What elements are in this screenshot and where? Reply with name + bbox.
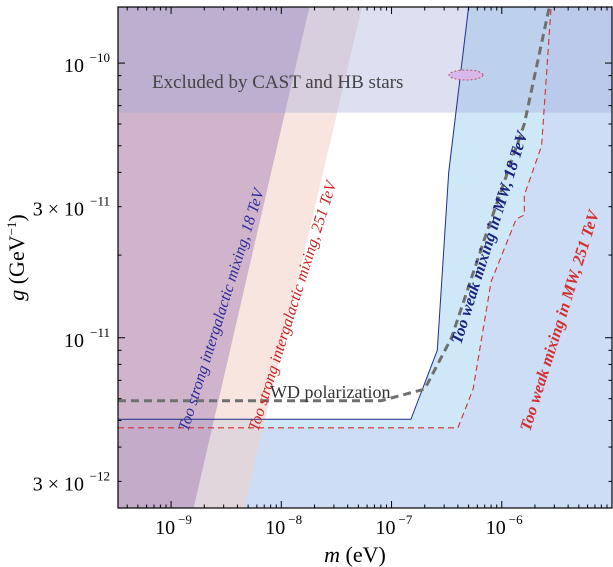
plot-frame (117, 6, 613, 509)
x-tick-label: 10 (265, 517, 285, 539)
y-tick-label-exp: −12 (90, 468, 110, 483)
y-tick-label: 10 (64, 55, 84, 77)
region-cast-hb (118, 7, 612, 113)
wd-polarization-line (118, 7, 551, 403)
y-tick-label: 3 × 10 (33, 473, 84, 495)
x-axis-label: m (eV) (324, 542, 386, 567)
x-tick-label-exp: −9 (178, 512, 192, 527)
boundary-weak-mixing-mw-251 (118, 7, 552, 429)
y-tick-label: 10 (64, 330, 84, 352)
y-tick-label-exp: −10 (90, 50, 110, 65)
boundary-weak-mixing-mw-18 (118, 7, 470, 420)
y-axis-label: g (GeV−1) (4, 214, 29, 301)
x-tick-label-exp: −8 (288, 512, 302, 527)
x-tick-label-exp: −6 (509, 512, 523, 527)
region-weak-mixing-mw-18 (118, 7, 612, 508)
region-strong-intergalactic-251 (118, 7, 362, 508)
y-tick-label: 3 × 10 (33, 199, 84, 221)
x-tick-label: 10 (376, 517, 396, 539)
regions-layer (118, 7, 612, 508)
lines-layer (118, 7, 552, 429)
region-strong-intergalactic-18 (118, 7, 310, 508)
annotation-wd-polarization: WD polarization (270, 382, 390, 402)
x-tick-label: 10 (155, 517, 175, 539)
x-tick-label: 10 (486, 517, 506, 539)
y-tick-label-exp: −11 (90, 194, 110, 209)
small-excluded-island (448, 69, 484, 81)
y-tick-label-exp: −11 (90, 325, 110, 340)
x-tick-label-exp: −7 (399, 512, 413, 527)
annotation-cast-hb: Excluded by CAST and HB stars (152, 72, 403, 93)
